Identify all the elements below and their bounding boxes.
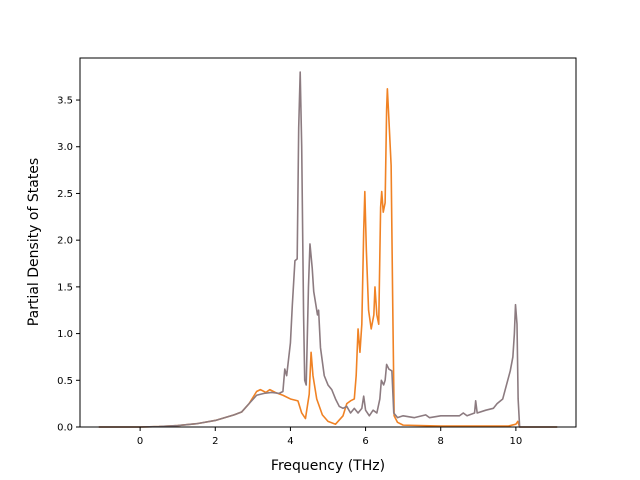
series-line-1 xyxy=(98,88,558,428)
x-axis-label: Frequency (THz) xyxy=(271,458,385,474)
axes-frame xyxy=(79,57,577,428)
x-tick-label: 0 xyxy=(137,436,143,447)
series-layer xyxy=(98,71,558,428)
y-tick-label: 2.0 xyxy=(57,236,73,247)
y-tick-label: 2.5 xyxy=(57,189,73,200)
x-tick-label: 10 xyxy=(510,436,523,447)
x-tick-label: 2 xyxy=(212,436,218,447)
y-axis-ticks: 0.0 0.5 1.0 1.5 2.0 2.5 3.0 3.5 xyxy=(57,96,80,434)
y-tick-label: 0.0 xyxy=(57,423,73,434)
x-tick-label: 4 xyxy=(287,436,293,447)
y-tick-label: 0.5 xyxy=(57,376,73,387)
y-tick-label: 3.0 xyxy=(57,142,73,153)
x-tick-label: 8 xyxy=(438,436,444,447)
y-tick-label: 1.0 xyxy=(57,329,73,340)
y-tick-label: 3.5 xyxy=(57,96,73,107)
y-tick-label: 1.5 xyxy=(57,282,73,293)
x-axis-ticks: 0 2 4 6 8 10 xyxy=(137,427,522,447)
y-axis-label: Partial Density of States xyxy=(26,158,42,326)
series-line-2 xyxy=(98,71,558,428)
x-tick-label: 6 xyxy=(362,436,368,447)
